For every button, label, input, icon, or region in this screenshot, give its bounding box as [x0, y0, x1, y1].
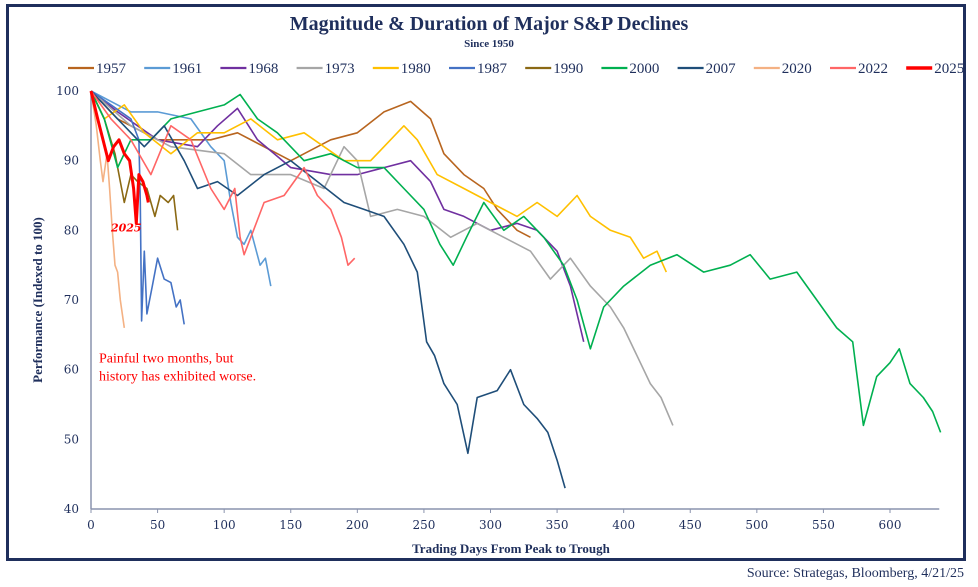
series-lines [89, 90, 942, 489]
legend-label: 2022 [858, 61, 888, 77]
series-line-1980 [90, 90, 668, 273]
x-tick-label: 0 [87, 518, 95, 532]
legend-item-2007: 2007 [677, 61, 737, 77]
legend-item-1987: 1987 [449, 61, 508, 77]
source-note: Source: Strategas, Bloomberg, 4/21/25 [746, 566, 964, 581]
annotation-note-line-2: history has exhibited worse. [99, 370, 256, 385]
chart-subtitle: Since 1950 [464, 38, 514, 50]
legend-label: 2025 [934, 61, 964, 77]
legend-item-2022: 2022 [830, 61, 888, 77]
legend-item-2020: 2020 [753, 61, 812, 77]
series-line-2000 [90, 90, 942, 433]
chart-title: Magnitude & Duration of Major S&P Declin… [290, 13, 689, 35]
x-tick-label: 200 [346, 518, 369, 532]
y-tick-label: 90 [64, 154, 79, 168]
annotation-note: Painful two months, but history has exhi… [99, 352, 256, 385]
legend-item-1968: 1968 [220, 61, 278, 77]
x-tick-label: 450 [679, 518, 702, 532]
annotation-note-line-1: Painful two months, but [99, 352, 234, 367]
y-tick-label: 80 [64, 223, 79, 237]
series-line-2022 [90, 90, 356, 267]
legend-label: 1968 [248, 61, 278, 77]
x-tick-label: 600 [879, 518, 902, 532]
annotation-2025: 2025 [110, 222, 142, 235]
series-line-2007 [90, 90, 566, 489]
legend-label: 1987 [477, 61, 508, 77]
x-tick-label: 350 [546, 518, 569, 532]
y-tick-label: 40 [64, 502, 79, 516]
legend-label: 1961 [172, 61, 202, 77]
series-line-2020 [90, 90, 126, 329]
legend-label: 2007 [706, 61, 737, 77]
y-tick-label: 60 [64, 363, 79, 377]
x-tick-label: 50 [150, 518, 165, 532]
legend-item-2025: 2025 [906, 61, 964, 77]
legend-item-1957: 1957 [68, 61, 127, 77]
axes: 40 50 60 70 80 90 100 0 50 100 150 200 250 300 350 400 4… [56, 84, 940, 532]
series-line-2025 [89, 90, 150, 225]
legend-item-1961: 1961 [144, 61, 202, 77]
x-tick-label: 400 [612, 518, 635, 532]
legend-label: 1990 [553, 61, 583, 77]
series-line-1973 [90, 90, 674, 426]
legend-item-2000: 2000 [601, 61, 659, 77]
y-tick-label: 50 [64, 432, 79, 446]
legend-item-1990: 1990 [525, 61, 583, 77]
legend-item-1980: 1980 [372, 61, 431, 77]
chart-frame [6, 4, 966, 561]
x-tick-label: 300 [479, 518, 502, 532]
series-line-1961 [90, 90, 272, 287]
y-tick-label: 70 [64, 293, 79, 307]
y-tick-label: 100 [56, 84, 79, 98]
series-line-1957 [90, 90, 531, 239]
x-tick-label: 250 [412, 518, 435, 532]
legend-label: 2000 [629, 61, 659, 77]
legend-item-1973: 1973 [296, 61, 355, 77]
legend: 1957 1961 1968 1973 1980 1987 1990 2000 2007 2020… [68, 61, 964, 77]
legend-label: 2020 [782, 61, 812, 77]
legend-label: 1980 [401, 61, 431, 77]
y-axis-label: Performance (Indexed to 100) [30, 217, 45, 383]
x-tick-label: 550 [812, 518, 835, 532]
x-tick-label: 150 [279, 518, 302, 532]
x-tick-label: 100 [213, 518, 236, 532]
legend-label: 1957 [96, 61, 127, 77]
legend-label: 1973 [325, 61, 355, 77]
x-tick-label: 500 [745, 518, 768, 532]
x-axis-label: Trading Days From Peak to Trough [412, 541, 611, 556]
series-line-1987 [90, 90, 185, 325]
